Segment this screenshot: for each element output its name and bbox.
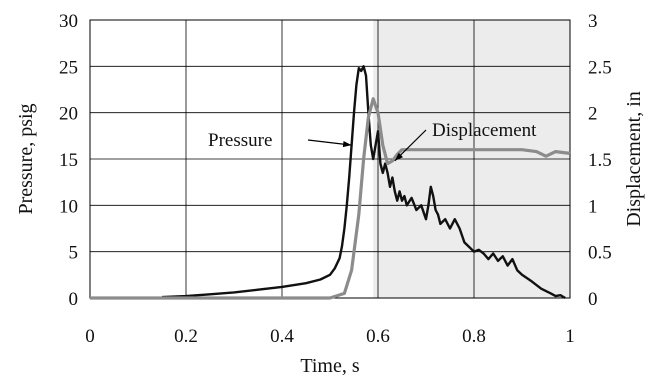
pressure-series-line — [161, 65, 566, 300]
annotation-arrowhead — [394, 152, 403, 161]
annotation-label: Pressure — [208, 130, 272, 151]
x-tick-label: 1 — [565, 326, 575, 347]
x-tick-label: 0.6 — [366, 326, 390, 347]
y-axis-label-right: Displacement, in — [623, 91, 645, 227]
y-tick-label-left: 15 — [59, 150, 78, 171]
y-tick-label-right: 3 — [588, 11, 598, 32]
y-tick-label-right: 1 — [588, 196, 598, 217]
series-layer — [90, 65, 571, 300]
y-tick-label-left: 10 — [59, 196, 78, 217]
grid — [90, 20, 570, 298]
y-tick-label-right: 2.5 — [588, 57, 612, 78]
y-axis-label-left: Pressure, psig — [15, 103, 37, 214]
displacement-series-line — [90, 97, 571, 300]
x-tick-label: 0.4 — [270, 326, 294, 347]
y-tick-label-right: 2 — [588, 104, 598, 125]
annotation-arrowhead — [342, 141, 352, 148]
x-tick-label: 0 — [85, 326, 95, 347]
y-tick-label-left: 30 — [59, 11, 78, 32]
y-tick-label-right: 0.5 — [588, 243, 612, 264]
y-tick-label-left: 0 — [69, 289, 79, 310]
x-tick-label: 0.8 — [462, 326, 486, 347]
annotation-label: Displacement — [432, 120, 537, 141]
y-tick-label-left: 20 — [59, 104, 78, 125]
x-tick-label: 0.2 — [174, 326, 198, 347]
y-tick-label-left: 25 — [59, 57, 78, 78]
y-tick-label-left: 5 — [69, 243, 79, 264]
y-tick-label-right: 0 — [588, 289, 598, 310]
y-tick-label-right: 1.5 — [588, 150, 612, 171]
annotations: Pressure Displacement — [208, 120, 537, 162]
x-axis-label: Time, s — [300, 355, 360, 377]
